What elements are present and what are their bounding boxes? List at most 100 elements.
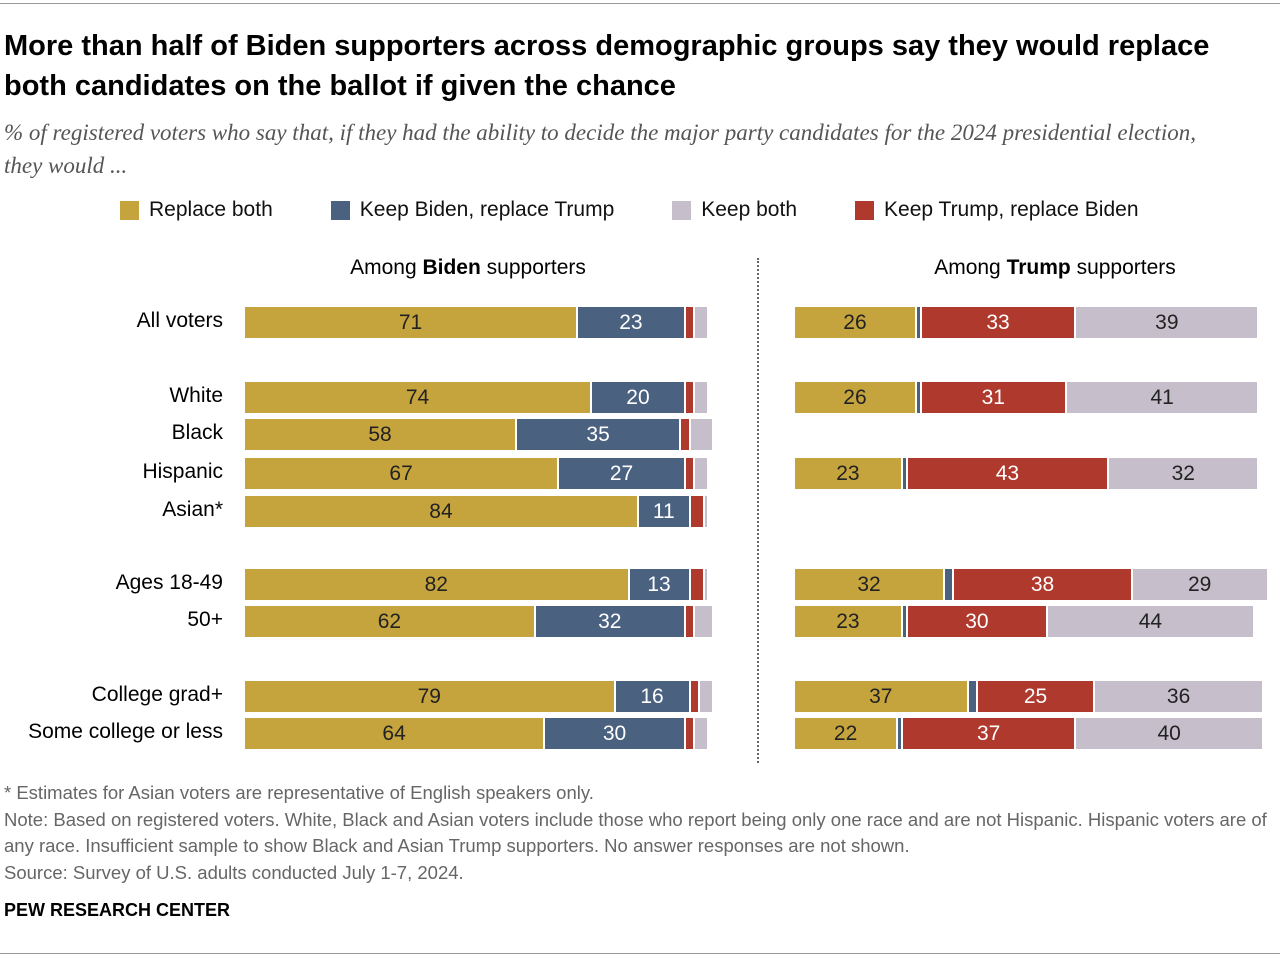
data-label: 38 <box>1030 572 1055 596</box>
legend-item: Keep both <box>672 198 797 222</box>
data-label: 43 <box>995 461 1020 485</box>
bar-segment: 36 <box>1095 681 1264 712</box>
data-label: 31 <box>981 385 1005 409</box>
bar-segment: 11 <box>638 496 691 527</box>
bar-segment: 64 <box>245 718 546 749</box>
legend-swatch <box>120 200 139 220</box>
bar-segment <box>916 307 922 338</box>
data-label: 26 <box>843 310 867 334</box>
bar-segment <box>695 606 714 637</box>
bar-segment: 71 <box>245 307 578 338</box>
bar-segment: 33 <box>921 307 1077 338</box>
bar-segment <box>699 681 714 712</box>
row-label: White <box>169 384 223 407</box>
bar-segment: 32 <box>795 569 946 600</box>
panel-title-biden: Among Biden supporters <box>350 256 586 279</box>
bar-segment: 32 <box>535 606 686 637</box>
bar-segment <box>968 681 978 712</box>
bar-segment <box>695 458 710 489</box>
legend-label: Keep Biden, replace Trump <box>359 198 615 221</box>
legend-item: Replace both <box>120 198 273 222</box>
data-label: 27 <box>609 461 634 485</box>
panel-title-trump: Among Trump supporters <box>934 256 1176 279</box>
data-label: 29 <box>1187 572 1212 596</box>
legend-item: Keep Trump, replace Biden <box>855 198 1139 222</box>
bar-segment <box>681 419 691 450</box>
data-label: 16 <box>640 684 664 708</box>
data-label: 32 <box>857 572 881 596</box>
data-label: 64 <box>382 721 406 745</box>
bar-segment: 43 <box>907 458 1110 489</box>
bar-segment <box>685 307 696 338</box>
panel-divider <box>757 258 759 763</box>
legend-item: Keep Biden, replace Trump <box>330 198 615 222</box>
bar-segment: 58 <box>245 419 518 450</box>
bar-segment: 31 <box>921 382 1067 413</box>
data-label: 37 <box>976 721 1001 745</box>
bar-segment: 22 <box>795 718 899 749</box>
data-label: 40 <box>1157 721 1181 745</box>
data-label: 22 <box>833 721 858 745</box>
bar-segment <box>685 718 696 749</box>
legend-label: Replace both <box>149 198 273 221</box>
data-label: 67 <box>389 461 413 485</box>
bar-segment: 32 <box>1109 458 1260 489</box>
data-label: 30 <box>602 721 627 745</box>
bar-segment <box>690 419 714 450</box>
chart-title: More than half of Biden supporters acros… <box>4 30 1210 102</box>
bar-segment: 37 <box>795 681 969 712</box>
bar-segment: 38 <box>954 569 1133 600</box>
row-label: All voters <box>136 309 223 332</box>
bar-segment: 23 <box>577 307 686 338</box>
row-label: Some college or less <box>28 720 223 743</box>
bar-segment <box>690 496 705 527</box>
data-label: 23 <box>619 310 643 334</box>
brand-logo: PEW RESEARCH CENTER <box>4 900 231 920</box>
legend-swatch <box>672 200 692 220</box>
bar-segment <box>704 569 710 600</box>
data-label: 41 <box>1150 385 1174 409</box>
bar-segment: 25 <box>977 681 1096 712</box>
bar-segment <box>685 458 696 489</box>
row-label: 50+ <box>187 608 223 631</box>
bar-segment: 79 <box>245 681 616 712</box>
bar-segment: 39 <box>1076 307 1260 338</box>
data-label: 26 <box>843 385 867 409</box>
legend-swatch <box>855 200 875 220</box>
top-rule <box>0 3 1280 4</box>
data-label: 39 <box>1155 310 1179 334</box>
data-label: 23 <box>836 609 860 633</box>
bar-segment: 23 <box>795 458 903 489</box>
data-label: 30 <box>965 609 989 633</box>
legend-label: Keep Trump, replace Biden <box>884 198 1139 221</box>
chart-subtitle: % of registered voters who say that, if … <box>4 120 1196 178</box>
bar-segment <box>902 606 908 637</box>
data-label: 33 <box>986 310 1010 334</box>
data-label: 20 <box>626 385 650 409</box>
notes: * Estimates for Asian voters are represe… <box>4 780 1274 886</box>
row-label: College grad+ <box>91 683 223 706</box>
data-label: 37 <box>869 684 893 708</box>
data-label: 23 <box>836 461 860 485</box>
bar-segment: 37 <box>902 718 1077 749</box>
bar-segment: 13 <box>629 569 691 600</box>
row-label: Ages 18-49 <box>115 571 223 594</box>
data-label: 13 <box>647 572 671 596</box>
data-label: 11 <box>652 499 675 523</box>
bar-segment: 20 <box>592 382 686 413</box>
legend: Replace both Keep Biden, replace Trump K… <box>120 198 1197 222</box>
bar-segment: 26 <box>795 307 917 338</box>
bar-segment: 30 <box>907 606 1049 637</box>
data-label: 62 <box>377 609 402 633</box>
data-label: 35 <box>586 422 610 446</box>
row-label: Asian* <box>162 498 223 521</box>
bar-segment: 67 <box>245 458 560 489</box>
data-label: 71 <box>398 310 423 334</box>
data-label: 32 <box>1171 461 1195 485</box>
data-label: 58 <box>368 422 392 446</box>
bar-segment <box>685 606 696 637</box>
bar-segment: 40 <box>1076 718 1264 749</box>
bar-segment: 44 <box>1048 606 1255 637</box>
bar-segment: 23 <box>795 606 903 637</box>
